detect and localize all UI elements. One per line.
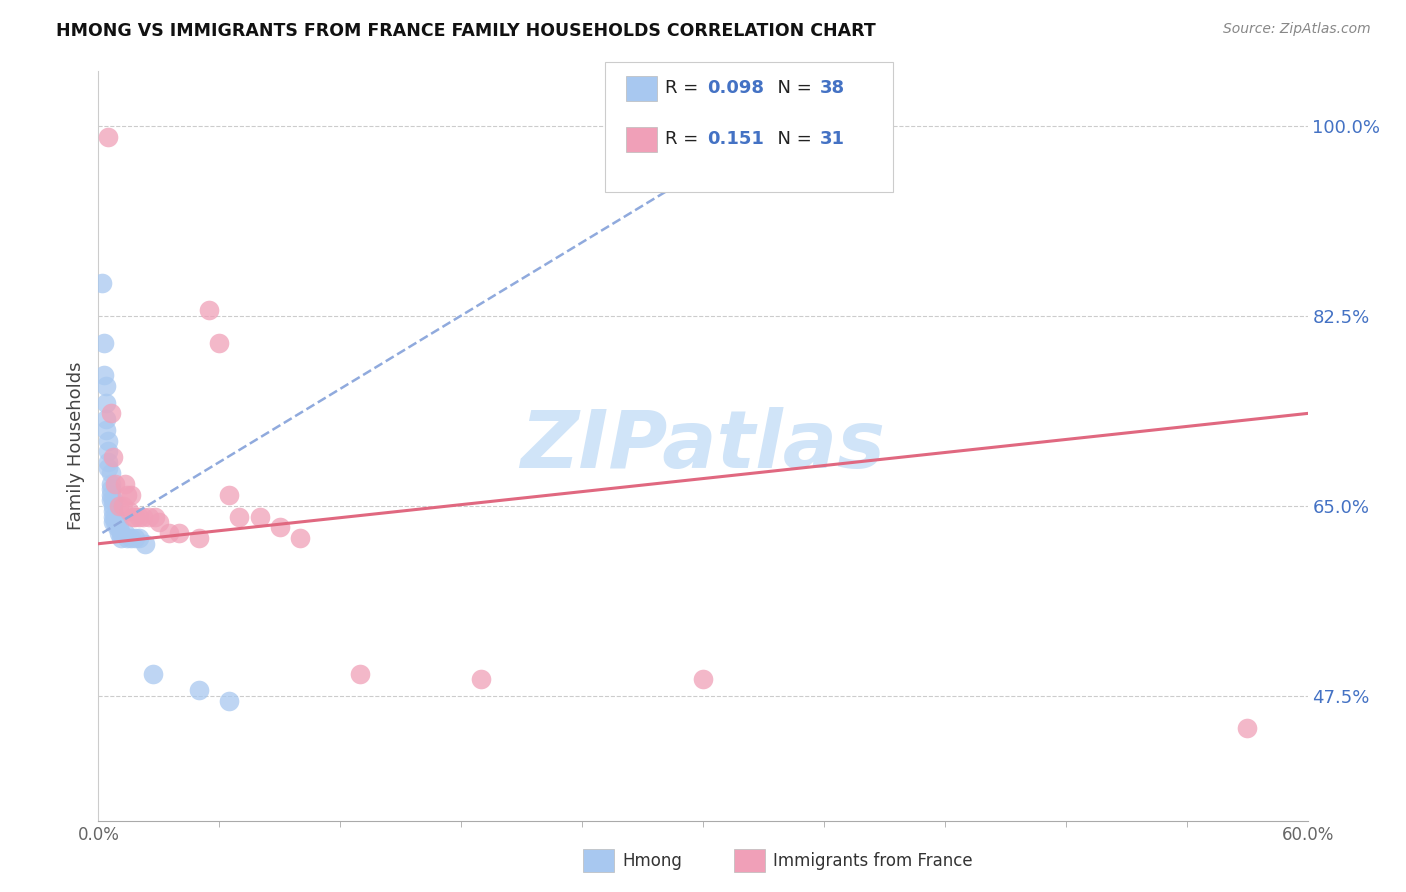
Point (143, 509, 166, 524)
Point (128, 531, 150, 545)
Point (101, 450, 124, 464)
Point (142, 667, 165, 681)
Point (115, 531, 138, 545)
Text: R =: R = (665, 79, 704, 97)
Point (103, 477, 125, 491)
Point (100, 483, 122, 497)
Point (167, 525, 190, 540)
Point (132, 509, 155, 524)
Point (100, 488, 122, 502)
Point (692, 673, 714, 687)
Text: 38: 38 (820, 79, 845, 97)
Text: Hmong: Hmong (623, 852, 683, 870)
Point (101, 499, 124, 513)
Point (93, 335, 115, 350)
Point (101, 509, 124, 524)
Point (124, 509, 146, 524)
Point (111, 499, 134, 513)
Point (110, 531, 132, 545)
Text: 0.098: 0.098 (707, 79, 765, 97)
Text: R =: R = (665, 130, 710, 148)
Point (91, 276, 114, 290)
Point (208, 335, 231, 350)
Point (1236, 722, 1258, 736)
Y-axis label: Family Households: Family Households (66, 362, 84, 530)
Text: Source: ZipAtlas.com: Source: ZipAtlas.com (1223, 22, 1371, 37)
Point (97, 460, 120, 475)
Point (288, 531, 311, 545)
Point (96, 412, 118, 426)
Point (107, 499, 129, 513)
Point (97, 129, 120, 144)
Text: ZIPatlas: ZIPatlas (520, 407, 886, 485)
Point (97, 434, 120, 448)
Point (100, 493, 122, 508)
Point (470, 673, 492, 687)
Point (101, 515, 124, 529)
Point (188, 531, 211, 545)
Point (120, 531, 142, 545)
Point (124, 531, 146, 545)
Point (107, 520, 129, 534)
Text: Immigrants from France: Immigrants from France (773, 852, 973, 870)
Point (349, 667, 371, 681)
Text: HMONG VS IMMIGRANTS FROM FRANCE FAMILY HOUSEHOLDS CORRELATION CHART: HMONG VS IMMIGRANTS FROM FRANCE FAMILY H… (56, 22, 876, 40)
Text: N =: N = (766, 130, 818, 148)
Point (96, 423, 118, 437)
Point (100, 477, 122, 491)
Point (121, 509, 143, 524)
Text: 31: 31 (820, 130, 845, 148)
Point (218, 488, 240, 502)
Point (103, 515, 125, 529)
Point (97, 455, 120, 469)
Point (114, 477, 136, 491)
Text: N =: N = (766, 79, 818, 97)
Point (101, 493, 124, 508)
Point (128, 509, 150, 524)
Point (269, 520, 291, 534)
Point (115, 488, 138, 502)
Point (96, 379, 118, 393)
Point (218, 694, 240, 708)
Point (100, 466, 122, 480)
Point (96, 395, 118, 409)
Point (101, 504, 124, 518)
Point (105, 520, 128, 534)
Point (97, 444, 120, 458)
Point (138, 509, 160, 524)
Point (134, 537, 156, 551)
Point (188, 683, 211, 698)
Point (157, 525, 180, 540)
Point (114, 525, 136, 540)
Point (110, 525, 132, 540)
Point (228, 509, 250, 524)
Point (120, 488, 142, 502)
Text: 0.151: 0.151 (707, 130, 763, 148)
Point (249, 509, 271, 524)
Point (93, 368, 115, 383)
Point (118, 504, 141, 518)
Point (148, 515, 170, 529)
Point (103, 509, 125, 524)
Point (198, 303, 221, 318)
Point (107, 525, 129, 540)
Point (100, 406, 122, 420)
Point (105, 515, 128, 529)
